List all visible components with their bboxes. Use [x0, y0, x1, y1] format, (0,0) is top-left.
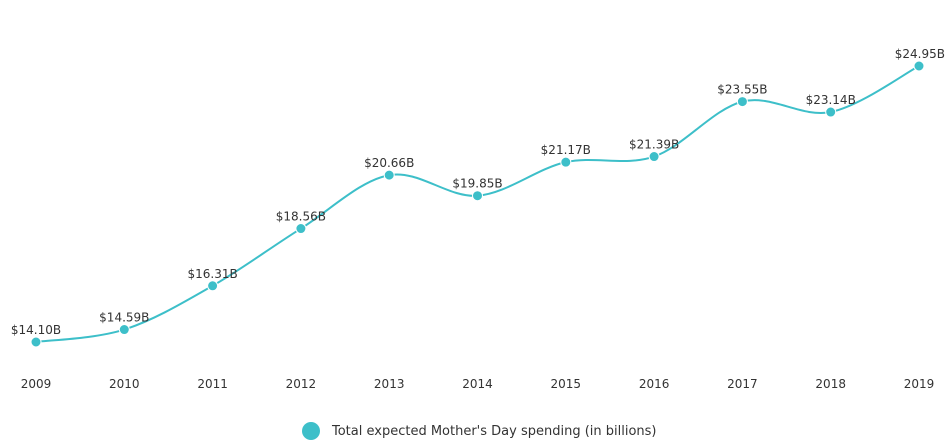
- x-tick-label-2019: 2019: [904, 377, 935, 391]
- data-label-2017: $23.55B: [717, 83, 767, 97]
- x-tick-label-2009: 2009: [21, 377, 52, 391]
- data-point-2013[interactable]: [383, 169, 395, 181]
- series-layer: [30, 60, 925, 348]
- legend-marker-icon: [302, 422, 320, 440]
- data-point-2010[interactable]: [118, 324, 130, 336]
- legend[interactable]: Total expected Mother's Day spending (in…: [302, 421, 657, 441]
- data-point-2019[interactable]: [913, 60, 925, 72]
- x-tick-label-2014: 2014: [462, 377, 493, 391]
- x-tick-label-2018: 2018: [815, 377, 846, 391]
- data-label-2019: $24.95B: [895, 47, 945, 61]
- x-tick-label-2016: 2016: [639, 377, 670, 391]
- data-label-2011: $16.31B: [187, 267, 237, 281]
- x-tick-label-2013: 2013: [374, 377, 405, 391]
- series-line: [35, 65, 920, 343]
- data-point-2016[interactable]: [648, 151, 660, 163]
- legend-label: Total expected Mother's Day spending (in…: [332, 423, 657, 439]
- data-label-2013: $20.66B: [364, 156, 414, 170]
- data-label-2012: $18.56B: [276, 210, 326, 224]
- x-tick-label-2017: 2017: [727, 377, 758, 391]
- x-tick-label-2015: 2015: [551, 377, 582, 391]
- data-point-2018[interactable]: [825, 106, 837, 118]
- data-point-2009[interactable]: [30, 336, 42, 348]
- data-label-2015: $21.17B: [541, 143, 591, 157]
- x-tick-label-2012: 2012: [286, 377, 317, 391]
- data-label-2018: $23.14B: [806, 93, 856, 107]
- data-point-2012[interactable]: [295, 223, 307, 235]
- x-axis: 2009 2010 2011 2012 2013 2014 2015 2016 2017 2018…: [21, 377, 935, 391]
- data-labels: $14.10B $14.59B $16.31B $18.56B $20.66B $19.8…: [11, 47, 945, 337]
- data-label-2016: $21.39B: [629, 138, 679, 152]
- data-label-2010: $14.59B: [99, 311, 149, 325]
- x-tick-label-2011: 2011: [197, 377, 228, 391]
- data-point-2014[interactable]: [472, 190, 483, 202]
- data-label-2014: $19.85B: [452, 177, 502, 191]
- data-point-2011[interactable]: [207, 280, 219, 292]
- x-tick-label-2010: 2010: [109, 377, 140, 391]
- data-point-2015[interactable]: [560, 156, 572, 168]
- data-point-2017[interactable]: [736, 96, 748, 108]
- data-label-2009: $14.10B: [11, 323, 61, 337]
